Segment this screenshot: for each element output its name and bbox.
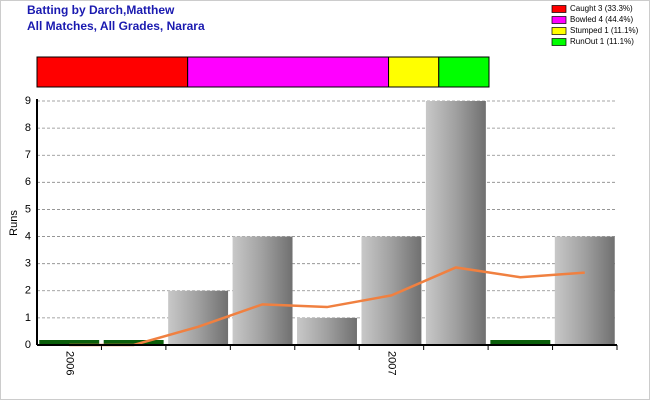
- x-tick-label: 2006: [63, 351, 75, 375]
- x-tick-label: 2007: [386, 351, 398, 375]
- bar: [232, 236, 293, 345]
- y-tick-label: 3: [25, 258, 31, 270]
- legend-swatch: [551, 16, 567, 24]
- y-tick-label: 5: [25, 203, 31, 215]
- legend-label: Stumped 1 (11.1%): [570, 26, 639, 35]
- bar: [361, 236, 422, 345]
- y-axis-label: Runs: [8, 210, 20, 236]
- legend-swatch: [551, 27, 567, 35]
- y-tick-label: 0: [25, 339, 31, 351]
- legend-swatch: [551, 38, 567, 46]
- y-tick-label: 2: [25, 285, 31, 297]
- bar: [168, 290, 229, 345]
- dismissal-segment: [438, 56, 490, 88]
- y-tick-label: 4: [25, 230, 31, 242]
- legend-swatch: [551, 5, 567, 13]
- y-tick-label: 6: [25, 176, 31, 188]
- dismissal-segment: [388, 56, 440, 88]
- chart-subtitle: All Matches, All Grades, Narara: [27, 19, 205, 33]
- y-tick-label: 8: [25, 122, 31, 134]
- legend-label: Caught 3 (33.3%): [570, 4, 633, 13]
- dismissal-segment: [187, 56, 390, 88]
- bar: [103, 340, 164, 345]
- bar: [297, 317, 357, 345]
- legend-label: RunOut 1 (11.1%): [570, 37, 634, 46]
- y-tick-label: 1: [25, 312, 31, 324]
- dismissal-segment: [36, 56, 189, 88]
- bar: [39, 340, 100, 345]
- y-tick-label: 9: [25, 95, 31, 107]
- bar: [554, 236, 615, 345]
- y-tick-label: 7: [25, 149, 31, 161]
- bar: [425, 101, 486, 345]
- average-line: [69, 266, 585, 347]
- bar: [490, 340, 551, 345]
- legend-label: Bowled 4 (44.4%): [570, 15, 633, 24]
- chart-title: Batting by Darch,Matthew: [27, 3, 175, 17]
